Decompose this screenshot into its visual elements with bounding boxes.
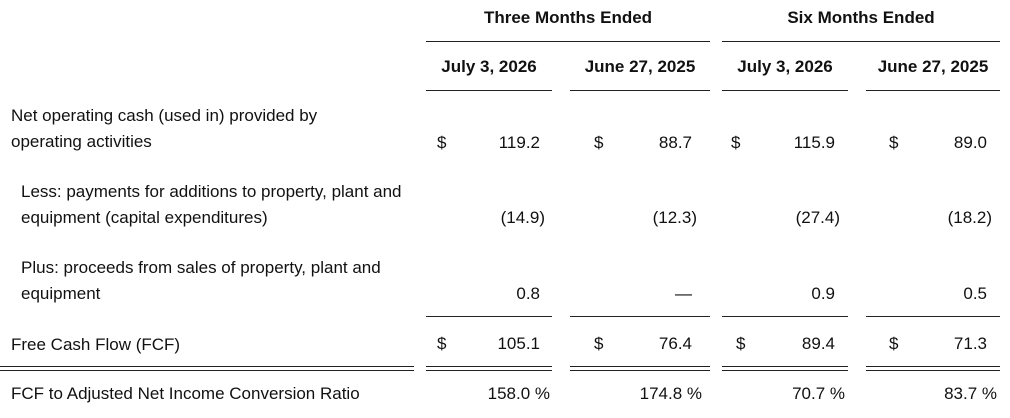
column-rule-1 bbox=[426, 90, 552, 91]
cell-fcf-col1: 105.1 bbox=[497, 334, 540, 353]
currency-symbol: $ bbox=[594, 334, 604, 353]
double-rule-1 bbox=[426, 366, 552, 371]
cell-ratio-col1: 158.0 % bbox=[487, 384, 550, 403]
cell-fcf-col4: 71.3 bbox=[953, 334, 987, 353]
double-rule-3 bbox=[722, 366, 848, 371]
currency-symbol: $ bbox=[594, 133, 604, 152]
subtotal-rule-1 bbox=[426, 316, 552, 317]
column-header-three-months-current: July 3, 2026 bbox=[441, 57, 537, 76]
cell-ratio-col4: 83.7 % bbox=[944, 384, 997, 403]
double-rule-2 bbox=[570, 366, 710, 371]
cell-proceeds-col1: 0.8 bbox=[516, 284, 540, 303]
group-header-six-months: Six Months Ended bbox=[787, 8, 935, 27]
currency-symbol: $ bbox=[437, 133, 447, 152]
column-rule-3 bbox=[722, 90, 848, 91]
row-label-proceeds-from-sales: Plus: proceeds from sales of property, p… bbox=[21, 258, 381, 303]
cell-capex-col4: (18.2) bbox=[947, 208, 992, 227]
cell-proceeds-col4: 0.5 bbox=[963, 284, 987, 303]
cell-capex-col1: (14.9) bbox=[500, 208, 545, 227]
subtotal-rule-4 bbox=[866, 316, 1000, 317]
row-label-fcf-conversion-ratio: FCF to Adjusted Net Income Conversion Ra… bbox=[11, 384, 360, 403]
currency-symbol: $ bbox=[889, 133, 899, 152]
cell-operating-cash-col2: 88.7 bbox=[658, 133, 692, 152]
currency-symbol: $ bbox=[437, 334, 447, 353]
currency-symbol: $ bbox=[736, 334, 746, 353]
double-rule-4 bbox=[866, 366, 1000, 371]
cell-capex-col2: (12.3) bbox=[652, 208, 697, 227]
subtotal-rule-2 bbox=[570, 316, 710, 317]
group-header-three-months: Three Months Ended bbox=[483, 8, 653, 27]
cell-operating-cash-col1: 119.2 bbox=[498, 133, 540, 152]
column-rule-2 bbox=[570, 90, 710, 91]
subtotal-rule-3 bbox=[722, 316, 848, 317]
cell-fcf-col3: 89.4 bbox=[801, 334, 835, 353]
currency-symbol: $ bbox=[731, 133, 741, 152]
group-rule-six-months bbox=[722, 41, 1000, 42]
double-rule-label bbox=[0, 366, 414, 371]
cell-proceeds-col3: 0.9 bbox=[811, 284, 835, 303]
cell-proceeds-col2: — bbox=[675, 284, 692, 303]
cell-ratio-col3: 70.7 % bbox=[792, 384, 845, 403]
cell-capex-col3: (27.4) bbox=[795, 208, 840, 227]
cell-fcf-col2: 76.4 bbox=[658, 334, 692, 353]
group-rule-three-months bbox=[426, 41, 710, 42]
row-label-capital-expenditures: Less: payments for additions to property… bbox=[21, 182, 402, 227]
currency-symbol: $ bbox=[889, 334, 899, 353]
cell-ratio-col2: 174.8 % bbox=[639, 384, 702, 403]
row-label-free-cash-flow: Free Cash Flow (FCF) bbox=[11, 335, 181, 354]
column-rule-4 bbox=[866, 90, 1000, 91]
cell-operating-cash-col3: 115.9 bbox=[793, 133, 835, 152]
column-header-six-months-prior: June 27, 2025 bbox=[877, 57, 989, 76]
cell-operating-cash-col4: 89.0 bbox=[953, 133, 987, 152]
column-header-six-months-current: July 3, 2026 bbox=[737, 57, 833, 76]
row-label-operating-cash: Net operating cash (used in) provided by… bbox=[11, 106, 318, 151]
column-header-three-months-prior: June 27, 2025 bbox=[584, 57, 696, 76]
